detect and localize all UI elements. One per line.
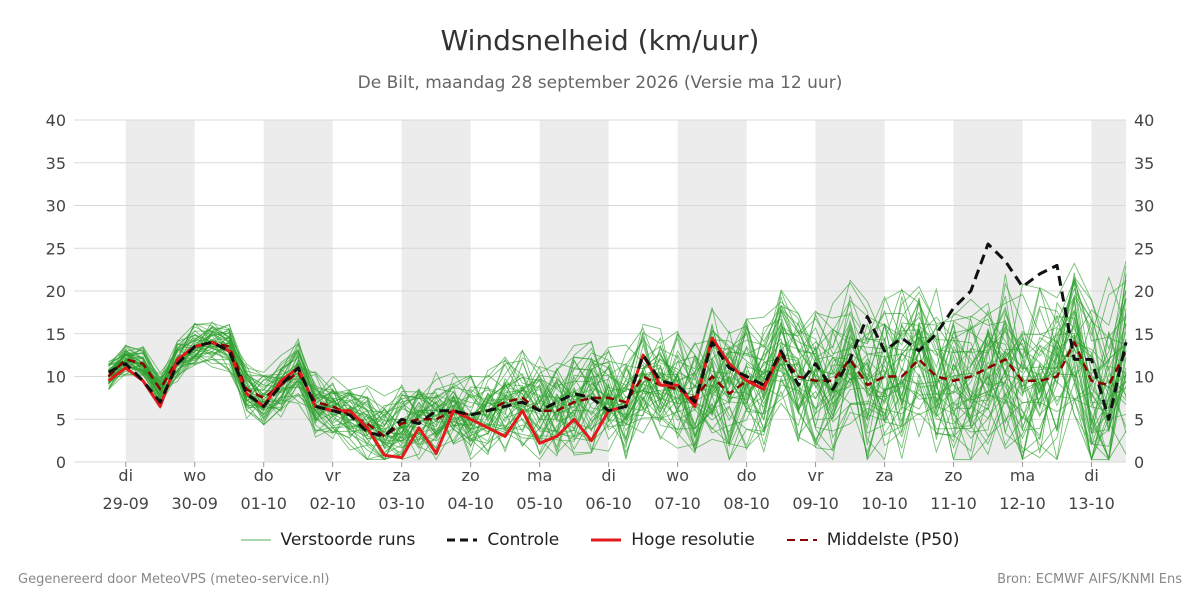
y-tick-left-0: 0 — [56, 453, 66, 472]
chart-subtitle: De Bilt, maandag 28 september 2026 (Vers… — [357, 73, 843, 93]
legend-item-median: Middelste (P50) — [786, 530, 960, 550]
y-tick-left-10: 10 — [46, 368, 66, 387]
legend-label-highres: Hoge resolutie — [631, 530, 755, 550]
y-tick-right-10: 10 — [1134, 368, 1154, 387]
x-tick-date-7: 06-10 — [585, 494, 632, 513]
y-tick-left-35: 35 — [46, 154, 66, 173]
x-tick-date-14: 13-10 — [1068, 494, 1115, 513]
x-tick-day-14: di — [1084, 466, 1099, 485]
legend-swatch-median — [786, 539, 817, 541]
ensemble-member-30 — [108, 290, 1127, 427]
footer-source: Bron: ECMWF AIFS/KNMI Ens — [997, 572, 1182, 587]
legend-label-perturbed: Verstoorde runs — [280, 530, 416, 550]
ensemble-member-43 — [108, 298, 1127, 445]
x-tick-day-13: ma — [1010, 466, 1035, 485]
ensemble-member-45 — [108, 287, 1127, 420]
x-tick-date-0: 29-09 — [102, 494, 149, 513]
x-tick-date-10: 09-10 — [792, 494, 839, 513]
x-tick-date-12: 11-10 — [930, 494, 977, 513]
legend-item-control: Controle — [447, 530, 559, 550]
x-tick-date-2: 01-10 — [240, 494, 287, 513]
ensemble-member-40 — [108, 297, 1127, 437]
x-tick-date-13: 12-10 — [999, 494, 1046, 513]
legend-swatch-perturbed — [240, 539, 271, 541]
ensemble-member-32 — [108, 340, 1127, 462]
y-tick-left-30: 30 — [46, 197, 66, 216]
x-tick-day-2: do — [254, 466, 274, 485]
x-tick-date-5: 04-10 — [447, 494, 494, 513]
x-tick-date-11: 10-10 — [861, 494, 908, 513]
ensemble-member-48 — [108, 341, 1127, 461]
y-tick-left-5: 5 — [56, 410, 66, 429]
x-tick-day-11: za — [875, 466, 893, 485]
x-tick-date-3: 02-10 — [309, 494, 356, 513]
legend-swatch-control — [447, 538, 478, 542]
y-tick-right-30: 30 — [1134, 197, 1154, 216]
legend-label-median: Middelste (P50) — [826, 530, 960, 550]
series-controle — [107, 242, 1128, 438]
y-tick-left-15: 15 — [46, 325, 66, 344]
x-tick-day-4: za — [393, 466, 411, 485]
y-tick-right-40: 40 — [1134, 111, 1154, 130]
x-tick-date-8: 07-10 — [654, 494, 701, 513]
x-tick-date-1: 30-09 — [171, 494, 218, 513]
ensemble-member-47 — [108, 356, 1127, 461]
x-tick-day-5: zo — [462, 466, 480, 485]
ensemble-member-38 — [108, 298, 1127, 449]
footer-credit: Gegenereerd door MeteoVPS (meteo-service… — [18, 572, 330, 587]
y-axis-left: 0 5 10 15 20 25 30 35 40 — [46, 111, 66, 472]
ensemble-member-41 — [108, 298, 1127, 435]
x-tick-day-8: wo — [666, 466, 689, 485]
y-tick-right-15: 15 — [1134, 325, 1154, 344]
y-tick-left-20: 20 — [46, 282, 66, 301]
legend: Verstoorde runs Controle Hoge resolutie … — [0, 530, 1200, 550]
y-tick-right-25: 25 — [1134, 239, 1154, 258]
x-tick-day-9: do — [737, 466, 757, 485]
x-tick-day-1: wo — [183, 466, 206, 485]
legend-item-highres: Hoge resolutie — [591, 530, 755, 550]
chart-title: Windsnelheid (km/uur) — [440, 24, 760, 57]
ensemble-member-42 — [108, 277, 1127, 421]
y-tick-left-40: 40 — [46, 111, 66, 130]
x-tick-day-0: di — [118, 466, 133, 485]
y-tick-right-35: 35 — [1134, 154, 1154, 173]
ensemble-member-49 — [108, 325, 1127, 454]
x-axis: di 29-09 wo 30-09 do 01-10 vr 02-10 za 03-10 zo 04-… — [102, 462, 1115, 513]
ensemble-member-8 — [108, 344, 1127, 461]
y-axis-right: 0 5 10 15 20 25 30 35 40 — [1134, 111, 1154, 472]
x-tick-date-4: 03-10 — [378, 494, 425, 513]
x-tick-day-7: di — [601, 466, 616, 485]
x-tick-day-6: ma — [527, 466, 552, 485]
legend-label-control: Controle — [487, 530, 560, 550]
x-tick-date-6: 05-10 — [516, 494, 563, 513]
y-tick-right-5: 5 — [1134, 410, 1144, 429]
legend-swatch-highres — [591, 538, 622, 542]
x-tick-day-10: vr — [808, 466, 824, 485]
main-series — [107, 242, 1128, 460]
y-tick-left-25: 25 — [46, 239, 66, 258]
wind-speed-chart: 0 5 10 15 20 25 30 35 40 0 5 10 15 20 25 30 35 40 di 29-0… — [46, 111, 1155, 513]
x-tick-day-12: zo — [944, 466, 962, 485]
y-tick-right-0: 0 — [1134, 453, 1144, 472]
legend-item-perturbed: Verstoorde runs — [240, 530, 416, 550]
x-tick-day-3: vr — [325, 466, 341, 485]
x-tick-date-9: 08-10 — [723, 494, 770, 513]
y-tick-right-20: 20 — [1134, 282, 1154, 301]
